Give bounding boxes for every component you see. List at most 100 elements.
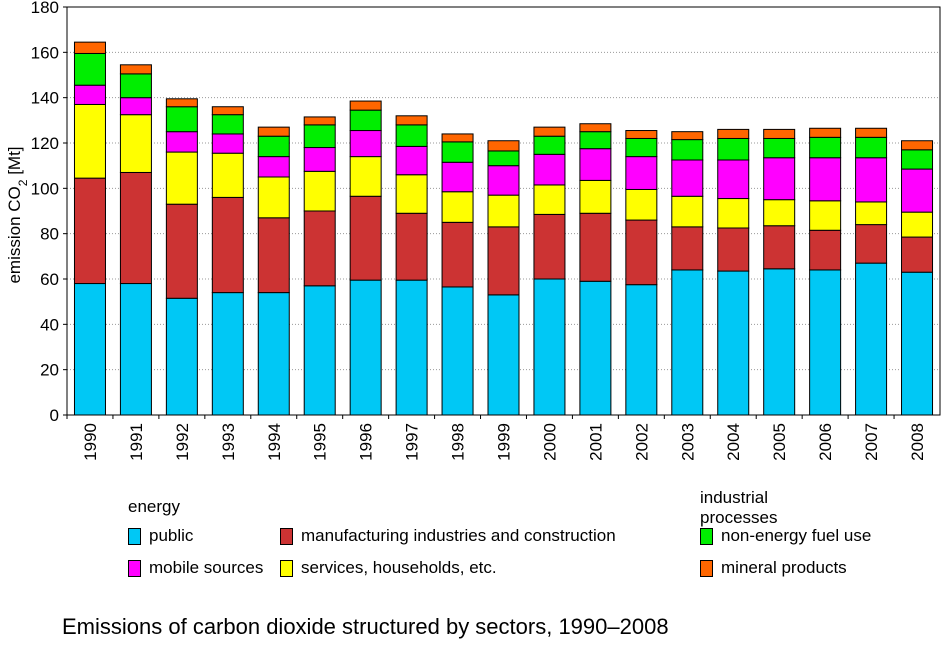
bar-segment-1990-2 [73,103,106,179]
x-tick-label: 1991 [127,423,146,461]
bar-segment-2001-5 [579,123,612,133]
y-axis-title-main: emission CO [5,186,24,283]
bar-segment-1996-1 [349,195,382,281]
x-tick-label: 2006 [816,423,835,461]
bar-segment-2003-5 [671,131,704,141]
bar-segment-1996-3 [349,130,382,158]
bar-segment-1997-4 [395,124,428,147]
y-axis-title-subscript: 2 [16,179,30,186]
bar-segment-2006-0 [809,269,842,416]
bar-segment-1994-5 [257,126,290,137]
x-tick-label: 1994 [265,423,284,461]
bar-segment-2002-1 [625,219,658,286]
x-tick-label: 1998 [449,423,468,461]
bar-segment-1991-1 [119,171,152,285]
bar-segment-1994-3 [257,156,290,178]
bar-segment-1993-0 [211,292,244,416]
x-tick-label: 2008 [908,423,927,461]
legend-item-public: public [128,526,193,546]
x-tick-label: 1995 [311,423,330,461]
bar-segment-2000-5 [533,126,566,137]
bar-segment-2006-4 [809,136,842,159]
bar-segment-2003-0 [671,269,704,416]
y-tick-label: 60 [40,270,59,289]
legend-swatch-services-households [280,559,293,577]
y-tick-label: 20 [40,361,59,380]
bar-segment-1992-2 [165,151,198,205]
axes [66,6,941,416]
bar-segment-2001-3 [579,148,612,181]
bar-segment-2002-2 [625,188,658,221]
bar-segment-2001-0 [579,280,612,416]
bar-segment-1997-2 [395,174,428,214]
x-tick-label: 2004 [724,423,743,461]
bar-segment-1995-5 [303,116,336,126]
bar-segment-2002-0 [625,284,658,416]
bar-segment-1995-4 [303,124,336,149]
x-tick-label: 1993 [219,423,238,461]
y-tick-labels: 0 20 40 60 80 100 120 140 160 180 [31,0,67,425]
bar-segment-2006-3 [809,157,842,202]
bar-segment-1996-4 [349,109,382,132]
bar-segment-1998-2 [441,191,474,223]
y-tick-label: 120 [31,134,59,153]
bar-segment-1994-1 [257,217,290,294]
x-tick-label: 1992 [173,423,192,461]
y-tick-label: 80 [40,225,59,244]
legend-label-manufacturing: manufacturing industries and constructio… [301,526,616,545]
bar-segment-2000-2 [533,184,566,215]
bar-segment-1993-3 [211,133,244,154]
bar-segment-1997-1 [395,212,428,281]
bar-segment-1996-5 [349,100,382,111]
bar-segment-2000-1 [533,213,566,280]
bar-segment-1990-5 [73,41,106,54]
bar-segment-1995-3 [303,147,336,172]
bar-segment-2008-0 [901,271,934,416]
bar-segment-1995-0 [303,285,336,416]
x-tick-label: 2005 [770,423,789,461]
bar-segment-2001-1 [579,212,612,282]
bar-segment-1994-0 [257,292,290,416]
bar-segment-1992-4 [165,106,198,133]
y-axis-title: emission CO2 [Mt] [5,146,30,283]
bar-segment-2004-4 [717,137,750,161]
bar-segment-1990-4 [73,52,106,86]
bar-segment-2004-2 [717,198,750,229]
legend-label-services-households: services, households, etc. [301,558,497,577]
bar-segment-2003-2 [671,195,704,228]
bar-segment-1994-2 [257,176,290,219]
bar-segment-1999-5 [487,140,520,152]
bar-segment-1997-5 [395,115,428,126]
bar-segment-1992-1 [165,203,198,299]
bar-segment-1990-0 [73,283,106,416]
x-tick-label: 2002 [632,423,651,461]
bar-segment-1991-0 [119,283,152,416]
legend-label-mobile-sources: mobile sources [149,558,264,577]
bar-segment-1995-2 [303,170,336,212]
bar-segment-2005-2 [763,199,796,227]
bar-segment-2005-3 [763,157,796,201]
bar-segment-1990-3 [73,84,106,105]
bar-segment-2008-1 [901,236,934,273]
bar-segment-1993-1 [211,196,244,294]
bar-segment-2000-4 [533,135,566,155]
bar-segment-2002-5 [625,130,658,139]
legend-label-mineral-products: mineral products [721,558,847,577]
x-tick-label: 2000 [540,423,559,461]
bar-segment-2005-4 [763,137,796,159]
bar-segment-2006-2 [809,200,842,231]
legend-swatch-public [128,527,141,545]
chart-title: Emissions of carbon dioxide structured b… [62,614,669,639]
bar-segment-2003-1 [671,226,704,271]
bar-segment-2003-3 [671,159,704,197]
bar-segment-2000-0 [533,278,566,416]
legend-item-non-energy-fuel-use: non-energy fuel use [700,526,871,546]
bar-segment-2004-1 [717,227,750,272]
bar-segment-1991-5 [119,64,152,75]
bar-segment-1998-4 [441,141,474,163]
y-axis-title-unit: [Mt] [5,146,24,179]
bar-segment-1993-4 [211,114,244,135]
bar-segment-2007-4 [855,136,888,159]
legend-group-energy: energy [128,497,180,516]
